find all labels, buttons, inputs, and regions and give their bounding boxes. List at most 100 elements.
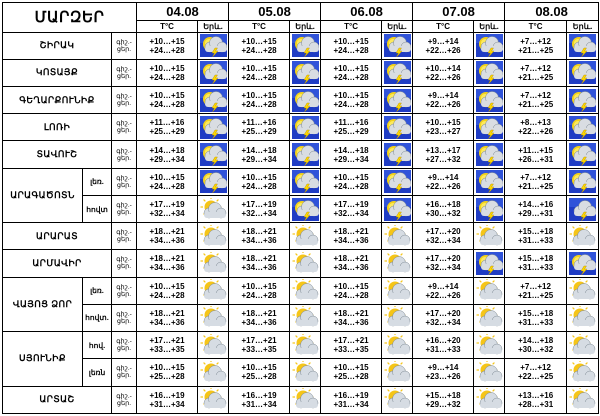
sun-cloud-lightning-icon [473,194,506,224]
sun-cloud-icon [381,222,414,251]
sun-cloud-lightning-icon [566,140,600,169]
subregion-label: լեռ. [82,276,112,305]
temperature-cell: +14…+18 +29…+34 [320,140,383,169]
night-temp: +9…+14 [427,363,459,373]
day-temp: +23…+26 [425,372,461,382]
night-temp: +10…+15 [149,91,185,101]
night-temp: +10…+15 [333,91,369,101]
day-temp: +29…+34 [149,154,185,164]
day-temp: +34…+36 [333,263,369,273]
temperature-cell: +13…+16 +28…+31 [504,385,568,415]
sun-cloud-lightning-icon [566,85,600,115]
day-temp: +24…+28 [149,72,185,82]
day-temp: +26…+31 [518,154,554,164]
night-temp: +17…+20 [425,254,461,264]
period-label: գիշ.- ցեր. [110,222,138,251]
night-temp: +14…+18 [333,145,369,155]
temperature-cell: +17…+19 +32…+34 [136,194,199,224]
sun-cloud-lightning-icon [289,58,322,87]
temperature-cell: +9…+14 +22…+26 [412,276,475,305]
sun-cloud-lightning-icon [381,167,414,196]
sun-cloud-lightning-icon [566,58,600,87]
night-temp: +9…+14 [427,36,459,46]
period-label: գիշ.- ցեր. [110,140,138,169]
temperature-cell: +10…+15 +24…+28 [320,58,383,87]
sun-cloud-icon [473,303,506,333]
temperature-cell: +10…+15 +24…+28 [320,85,383,115]
date-header: 07.08 [412,1,506,22]
day-temp: +31…+33 [518,236,554,246]
night-temp: +7…+12 [520,91,551,101]
sky-column-header: Երև. [197,20,230,33]
day-temp: +34…+36 [333,236,369,246]
sun-cloud-icon [473,222,506,251]
period-label: գիշ.- ցեր. [110,385,138,415]
cloud-lightning-icon [566,194,600,224]
night-temp: +15…+18 [518,308,554,318]
temperature-cell: +18…+21 +34…+36 [320,303,383,333]
day-temp: +22…+26 [425,45,461,55]
temperature-cell: +10…+15 +24…+28 [228,31,291,60]
day-temp: +27…+32 [425,154,461,164]
night-temp: +14…+18 [241,145,277,155]
day-temp: +22…+26 [425,72,461,82]
day-temp: +25…+29 [333,127,369,137]
sun-cloud-icon [197,222,230,251]
region-name: ԳԵՂԱՐՔՈՒՆԻՔ [2,85,112,115]
temperature-cell: +17…+21 +33…+35 [228,331,291,360]
day-temp: +34…+36 [149,317,185,327]
night-temp: +7…+12 [520,281,551,291]
period-label: գիշ.- ցեր. [110,276,138,305]
temperature-cell: +17…+19 +32…+34 [320,194,383,224]
day-temp: +24…+28 [149,181,185,191]
regions-header: ՄԱՐԶԵՐ [1,2,138,33]
temperature-cell: +10…+15 +24…+28 [136,31,199,60]
sun-cloud-lightning-icon [473,113,506,142]
day-temp: +23…+27 [425,127,461,137]
sun-cloud-icon [566,358,600,387]
temperature-cell: +9…+14 +23…+26 [412,358,475,387]
night-temp: +16…+19 [241,390,277,400]
forecast-row: հովտ. գիշ.- ցեր. +18…+21 +34…+36 +18…+21 +34…… [3,303,600,333]
subregion-label: լեռն [82,358,112,387]
day-temp: +25…+29 [241,127,277,137]
night-temp: +10…+15 [241,172,277,182]
temperature-cell: +10…+14 +22…+26 [412,58,475,87]
temperature-column-header: T°C [136,20,199,33]
day-temp: +31…+33 [518,263,554,273]
day-temp: +31…+34 [241,399,277,409]
temperature-cell: +9…+14 +22…+26 [412,31,475,60]
day-temp: +31…+34 [333,399,369,409]
day-temp: +34…+36 [149,236,185,246]
sun-cloud-lightning-icon [566,113,600,142]
day-temp: +21…+25 [518,290,554,300]
temperature-cell: +7…+12 +21…+25 [504,85,568,115]
subregion-label: լեռ. [82,167,112,196]
forecast-row: ԼՈՌԻ գիշ.- ցեր. +11…+16 +25…+29 +11…+16 +25…+… [2,113,600,142]
day-temp: +21…+25 [518,100,554,110]
temperature-cell: +16…+19 +31…+34 [320,385,383,415]
temperature-cell: +16…+18 +30…+32 [412,194,475,224]
temperature-column-header: T°C [228,20,291,33]
day-temp: +24…+28 [333,45,369,55]
night-temp: +10…+14 [425,63,461,73]
sun-cloud-icon [473,358,506,387]
night-temp: +18…+21 [333,308,369,318]
temperature-cell: +11…+15 +26…+31 [504,140,568,169]
subregion-label: հով. [82,331,112,360]
temperature-cell: +18…+21 +34…+36 [320,249,383,278]
date-header: 05.08 [228,1,322,22]
night-temp: +11…+16 [333,118,369,128]
forecast-row: ԱՐՏԱՇ գիշ.- ցեր. +16…+19 +31…+34 +16…+19 +31…… [2,385,600,415]
forecast-row: հովտ գիշ.- ցեր. +17…+19 +32…+34 +17…+19 +32…+… [3,194,600,224]
night-temp: +15…+18 [518,227,554,237]
sun-cloud-lightning-icon [566,31,600,60]
temperature-cell: +10…+15 +24…+28 [228,276,291,305]
sun-cloud-icon [381,358,414,387]
sun-cloud-lightning-icon [381,31,414,60]
night-temp: +10…+15 [241,36,277,46]
temperature-cell: +15…+18 +29…+32 [412,385,475,415]
forecast-row: ԱՐԱԳԱԾՈՏՆ լեռ. գիշ.- ցեր. +10…+15 +24…+28 +10… [2,167,600,224]
night-temp: +14…+16 [518,200,554,210]
day-temp: +28…+31 [518,399,554,409]
